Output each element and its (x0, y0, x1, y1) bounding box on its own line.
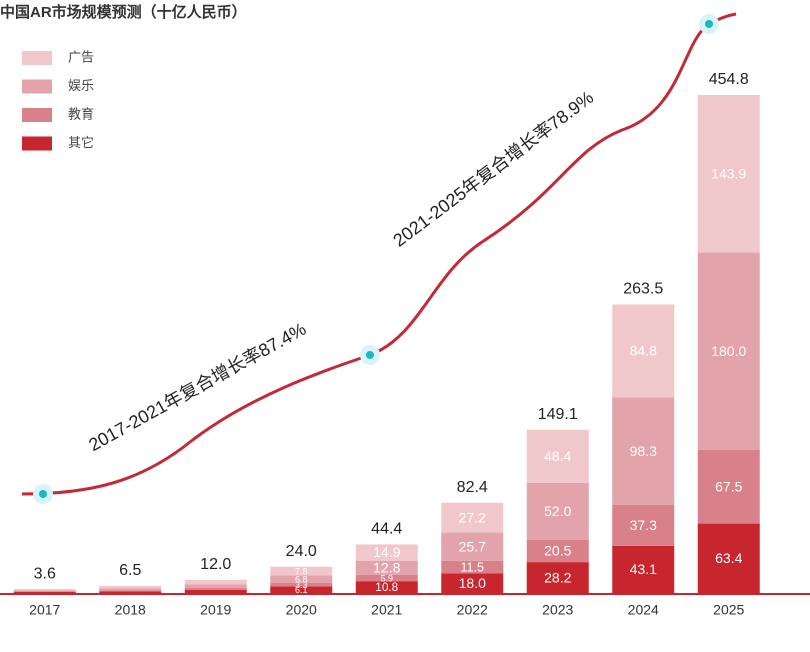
bar-segment (270, 575, 333, 583)
bar-segment (697, 449, 760, 524)
value-label: 143.9 (711, 165, 746, 181)
bar-segment (526, 429, 589, 483)
bar-segment (441, 502, 504, 533)
total-label: 12.0 (200, 556, 231, 573)
x-tick-label: 2022 (457, 602, 488, 618)
value-label: 37.3 (630, 517, 657, 533)
bar-segment (612, 504, 675, 546)
value-label: 6.1 (295, 585, 308, 595)
bar-segment (526, 562, 589, 593)
x-tick-label: 2017 (29, 602, 60, 618)
value-label: 5.9 (380, 573, 393, 583)
value-label: 63.4 (715, 550, 742, 566)
annotation: 2017-2021年复合增长率87.4% (85, 319, 309, 455)
value-label: 11.5 (460, 560, 484, 574)
value-label: 7.8 (295, 566, 308, 576)
curve-dot (366, 351, 374, 359)
value-label: 14.9 (373, 544, 400, 560)
x-tick-label: 2023 (542, 602, 573, 618)
value-label: 98.3 (630, 443, 657, 459)
bar-segment (99, 585, 162, 589)
bar-segment (441, 560, 504, 574)
value-label: 52.0 (544, 503, 571, 519)
value-label: 180.0 (711, 343, 746, 359)
legend-label: 教育 (68, 106, 94, 121)
bar-segment (441, 532, 504, 561)
bar-segment (184, 584, 247, 588)
total-label: 6.5 (119, 562, 141, 579)
value-label: 25.7 (459, 538, 486, 554)
bar-segment (270, 586, 333, 593)
legend-label: 娱乐 (68, 78, 94, 93)
x-tick-label: 2020 (286, 602, 317, 618)
bar-segment (355, 581, 418, 593)
value-label: 12.8 (373, 559, 400, 575)
legend-label: 广告 (68, 49, 94, 64)
x-tick-label: 2024 (628, 602, 659, 618)
value-label: 6.8 (295, 574, 308, 584)
bar-segment (697, 523, 760, 593)
bar-segment (184, 589, 247, 593)
bar-segment (355, 544, 418, 561)
total-label: 149.1 (538, 406, 578, 423)
bar-segment (612, 304, 675, 398)
bar-segment (184, 579, 247, 585)
bar-segment (13, 589, 76, 591)
legend-swatch (22, 79, 52, 94)
value-label: 84.8 (630, 343, 657, 359)
bar-segment (184, 587, 247, 590)
growth-curve (21, 12, 737, 496)
x-tick-label: 2025 (713, 602, 744, 618)
total-label: 44.4 (371, 521, 402, 538)
legend-swatch (22, 136, 52, 151)
x-tick-label: 2018 (115, 602, 146, 618)
value-label: 28.2 (544, 569, 571, 585)
bar-segment (13, 592, 76, 593)
total-label: 24.0 (286, 543, 317, 560)
total-label: 263.5 (623, 281, 663, 298)
bar-segment (355, 574, 418, 582)
legend-label: 其它 (68, 135, 94, 150)
bar-segment (99, 588, 162, 591)
bar-segment (270, 566, 333, 576)
value-label: 3.3 (295, 580, 308, 590)
bar-segment (355, 560, 418, 575)
total-label: 454.8 (709, 71, 749, 88)
bar-segment (13, 591, 76, 593)
bar-segment (612, 545, 675, 593)
curve-dots (33, 14, 719, 504)
bar-segment (526, 482, 589, 540)
bar-segment (99, 590, 162, 592)
bar-segment (99, 591, 162, 593)
bar-segment (13, 590, 76, 592)
value-label: 20.5 (544, 543, 571, 559)
bar-segment (441, 573, 504, 593)
curve-dot (705, 20, 713, 28)
value-label: 27.2 (459, 509, 486, 525)
legend-swatch (22, 108, 52, 122)
value-label: 43.1 (630, 561, 657, 577)
chart-title: 中国AR市场规模预测（十亿人民币） (0, 3, 247, 21)
bar-segment (526, 539, 589, 563)
bar-segment (612, 397, 675, 505)
total-label: 3.6 (34, 565, 56, 582)
legend-swatch (22, 51, 52, 65)
value-label: 67.5 (715, 478, 742, 494)
annotation: 2021-2025年复合增长率78.9% (389, 87, 597, 250)
bar-segment (270, 582, 333, 587)
bar-segment (697, 252, 760, 450)
value-label: 10.8 (375, 580, 398, 594)
x-tick-label: 2019 (200, 602, 231, 618)
total-label: 82.4 (457, 479, 488, 496)
value-label: 48.4 (544, 448, 571, 464)
x-tick-label: 2021 (371, 602, 402, 618)
bar-segment (697, 95, 760, 253)
curve-dot (39, 490, 47, 498)
value-label: 18.0 (459, 575, 486, 591)
